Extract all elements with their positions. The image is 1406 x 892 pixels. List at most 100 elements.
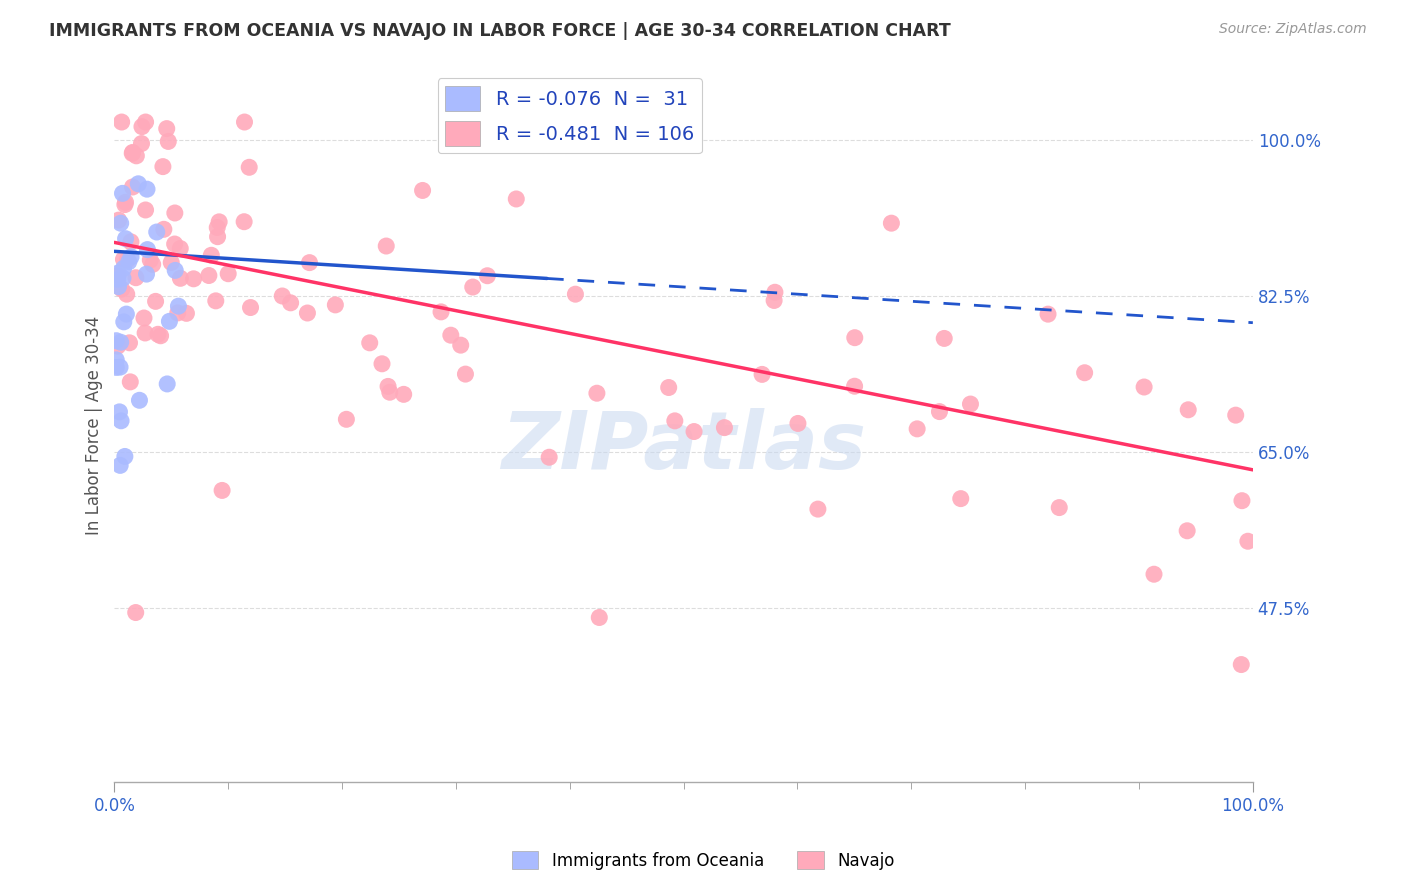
Point (1047, 500, 1070, 515)
Text: Source: ZipAtlas.com: Source: ZipAtlas.com (1219, 22, 1367, 37)
Point (136, 182, 159, 196)
Point (412, 184, 434, 198)
Point (211, 483, 233, 498)
Point (844, 379, 866, 393)
Point (183, 272, 205, 286)
Point (713, 420, 735, 434)
Point (105, 352, 128, 367)
Point (121, 145, 143, 160)
Point (207, 220, 229, 235)
Point (115, 307, 138, 321)
Point (165, 263, 187, 277)
Point (111, 282, 134, 296)
Point (127, 177, 149, 191)
Point (114, 195, 136, 210)
Point (166, 306, 188, 320)
Point (152, 160, 174, 174)
Point (135, 202, 157, 217)
Point (145, 294, 167, 309)
Point (107, 272, 129, 286)
Point (107, 266, 129, 280)
Point (135, 115, 157, 129)
Point (377, 379, 399, 393)
Legend: Immigrants from Oceania, Navajo: Immigrants from Oceania, Navajo (505, 845, 901, 877)
Point (163, 237, 186, 252)
Point (233, 115, 256, 129)
Point (233, 215, 256, 229)
Point (1225, 408, 1247, 422)
Point (120, 250, 142, 264)
Point (207, 229, 229, 244)
Point (280, 295, 302, 310)
Point (108, 405, 131, 419)
Point (125, 606, 148, 620)
Point (359, 335, 381, 350)
Point (105, 334, 128, 348)
Point (157, 135, 180, 149)
Point (146, 327, 169, 342)
Point (149, 328, 172, 343)
Point (110, 414, 132, 428)
Point (139, 253, 162, 268)
Point (844, 331, 866, 345)
Point (505, 192, 527, 206)
Point (928, 404, 950, 418)
Point (586, 386, 609, 401)
Point (664, 414, 686, 428)
Point (204, 293, 226, 308)
Point (169, 242, 191, 256)
Point (156, 121, 179, 136)
Point (298, 255, 321, 269)
Point (325, 298, 347, 312)
Point (1133, 380, 1156, 394)
Point (118, 254, 141, 268)
Point (297, 306, 319, 320)
Point (118, 335, 141, 350)
Point (114, 450, 136, 464)
Point (156, 376, 179, 391)
Point (1230, 657, 1253, 672)
Point (153, 222, 176, 236)
Point (107, 268, 129, 283)
Point (107, 279, 129, 293)
Point (1230, 493, 1253, 508)
Point (335, 412, 357, 426)
Y-axis label: In Labor Force | Age 30-34: In Labor Force | Age 30-34 (86, 316, 103, 535)
Point (167, 299, 190, 313)
Point (121, 180, 143, 194)
Point (163, 206, 186, 220)
Point (125, 270, 148, 285)
Point (949, 491, 972, 506)
Point (176, 306, 198, 320)
Point (114, 232, 136, 246)
Point (134, 326, 156, 340)
Point (271, 289, 294, 303)
Point (450, 338, 472, 352)
Point (454, 367, 477, 381)
Point (1036, 307, 1059, 321)
Point (959, 397, 981, 411)
Point (1237, 534, 1260, 549)
Text: ZIPatlas: ZIPatlas (501, 408, 866, 485)
Point (787, 417, 810, 431)
Point (239, 301, 262, 315)
Point (763, 285, 786, 300)
Point (238, 161, 260, 175)
Point (440, 328, 463, 343)
Point (1175, 524, 1198, 538)
Point (111, 271, 134, 285)
Point (145, 225, 167, 239)
Point (131, 136, 153, 151)
Point (136, 243, 159, 257)
Point (115, 287, 138, 301)
Point (934, 331, 956, 345)
Point (110, 335, 132, 350)
Point (108, 458, 131, 473)
Point (125, 149, 148, 163)
Legend: R = -0.076  N =  31, R = -0.481  N = 106: R = -0.076 N = 31, R = -0.481 N = 106 (437, 78, 702, 153)
Point (217, 267, 239, 281)
Point (1143, 567, 1166, 582)
Point (477, 268, 499, 283)
Point (208, 215, 231, 229)
Point (121, 146, 143, 161)
